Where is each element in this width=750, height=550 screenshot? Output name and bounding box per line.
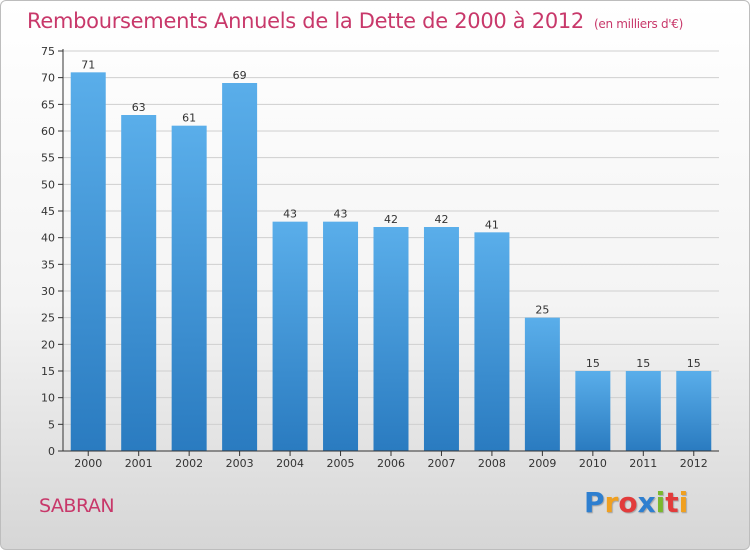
bar <box>121 115 157 451</box>
bar <box>524 317 560 451</box>
title-text: Remboursements Annuels de la Dette de 20… <box>27 9 584 33</box>
bar-value-label: 42 <box>434 213 448 226</box>
bar-value-label: 43 <box>334 208 348 221</box>
bar <box>272 221 308 451</box>
y-tick-label: 10 <box>41 392 55 405</box>
proxiti-logo: Proxiti <box>584 486 688 519</box>
bar <box>222 83 258 451</box>
y-tick-label: 30 <box>41 285 55 298</box>
bar-value-label: 63 <box>132 101 146 114</box>
y-tick-label: 75 <box>41 45 55 58</box>
bar-value-label: 42 <box>384 213 398 226</box>
bars <box>70 72 712 452</box>
bar-value-label: 61 <box>182 112 196 125</box>
y-tick-label: 0 <box>48 445 55 458</box>
y-tick-label: 60 <box>41 125 55 138</box>
chart-subtitle: (en milliers d'€) <box>594 17 684 31</box>
place-name: SABRAN <box>39 495 115 517</box>
bar <box>575 371 611 451</box>
x-tick-label: 2008 <box>478 457 506 470</box>
bar-value-label: 15 <box>636 357 650 370</box>
x-tick-label: 2004 <box>276 457 304 470</box>
bar <box>171 125 207 452</box>
bar-value-label: 43 <box>283 208 297 221</box>
logo-letter: o <box>618 486 638 519</box>
logo-letter: P <box>584 486 605 519</box>
axes <box>58 49 719 456</box>
x-tick-label: 2005 <box>327 457 355 470</box>
x-tick-label: 2002 <box>175 457 203 470</box>
bar <box>423 227 459 451</box>
x-tick-label: 2009 <box>528 457 556 470</box>
bar-value-label: 41 <box>485 218 499 231</box>
y-tick-label: 65 <box>41 98 55 111</box>
y-tick-label: 20 <box>41 338 55 351</box>
logo-letter: i <box>678 486 689 519</box>
y-tick-label: 15 <box>41 365 55 378</box>
y-tick-label: 70 <box>41 72 55 85</box>
labels: 0 5 10 15 20 25 30 35 40 45 50 55 60 65 70 75 71 2000 63 20… <box>41 45 708 470</box>
bar-value-label: 69 <box>233 69 247 82</box>
bar-value-label: 71 <box>81 58 95 71</box>
bar <box>323 221 359 451</box>
y-tick-label: 50 <box>41 178 55 191</box>
bar <box>70 72 106 451</box>
bar-value-label: 15 <box>586 357 600 370</box>
x-tick-label: 2007 <box>427 457 455 470</box>
x-tick-label: 2006 <box>377 457 405 470</box>
x-tick-label: 2012 <box>680 457 708 470</box>
logo-letter: t <box>665 486 679 519</box>
y-tick-label: 25 <box>41 312 55 325</box>
logo-letter: r <box>604 486 619 519</box>
x-tick-label: 2011 <box>629 457 657 470</box>
y-tick-label: 45 <box>41 205 55 218</box>
x-tick-label: 2010 <box>579 457 607 470</box>
x-tick-label: 2000 <box>74 457 102 470</box>
y-tick-label: 55 <box>41 152 55 165</box>
chart-title: Remboursements Annuels de la Dette de 20… <box>27 9 683 33</box>
y-tick-label: 35 <box>41 258 55 271</box>
y-tick-label: 5 <box>48 418 55 431</box>
bar-value-label: 15 <box>687 357 701 370</box>
x-tick-label: 2003 <box>226 457 254 470</box>
logo-letter: x <box>637 486 656 519</box>
bar <box>373 227 409 451</box>
logo-letter: i <box>655 486 666 519</box>
bar <box>676 371 712 451</box>
bar-value-label: 25 <box>535 304 549 317</box>
bar <box>625 371 661 451</box>
y-tick-label: 40 <box>41 232 55 245</box>
x-tick-label: 2001 <box>125 457 153 470</box>
bar <box>474 232 510 451</box>
